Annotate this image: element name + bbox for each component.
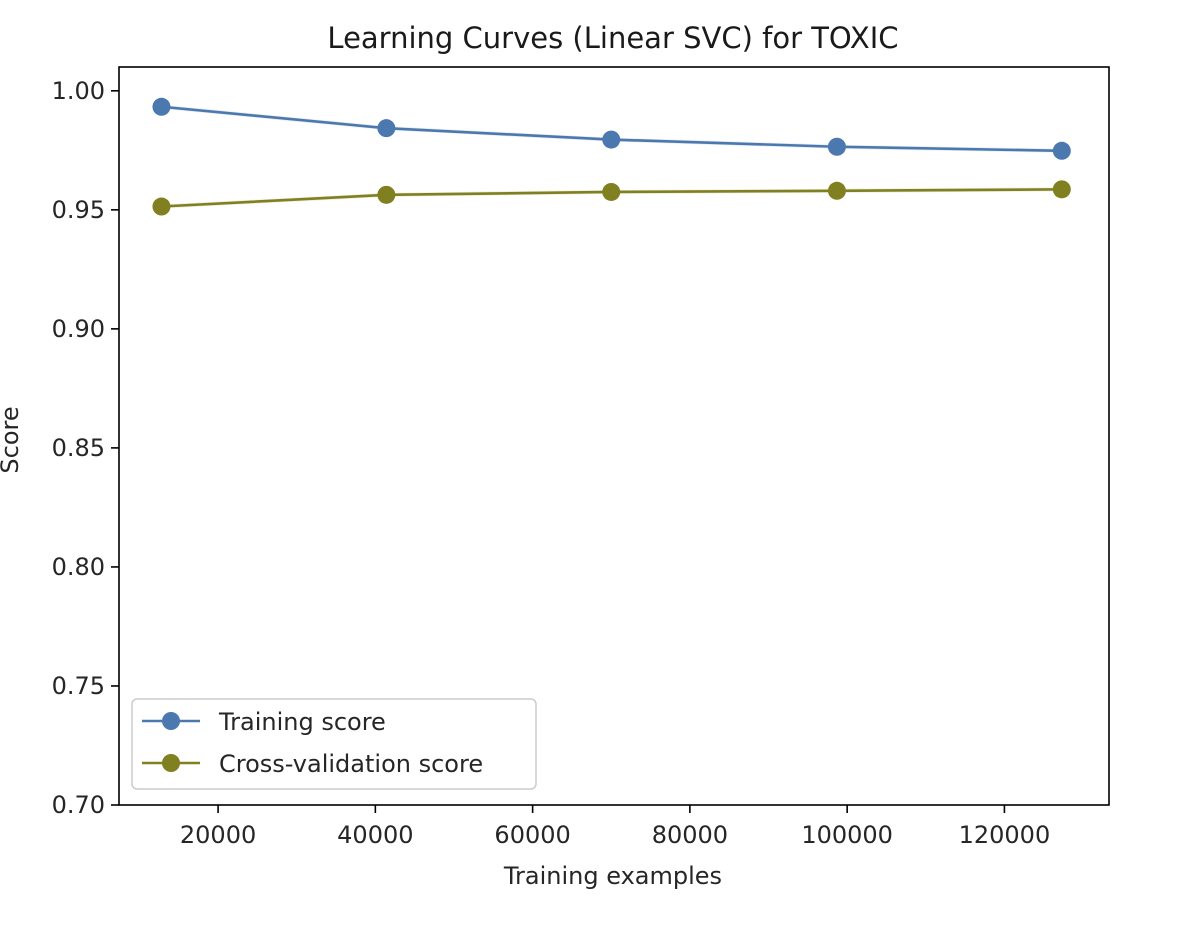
x-tick-label: 20000: [180, 821, 256, 849]
point-training: [1052, 141, 1071, 160]
point-cv: [1052, 180, 1071, 199]
x-axis-title: Training examples: [503, 862, 722, 890]
x-tick-label: 80000: [652, 821, 728, 849]
legend-box: [131, 698, 537, 790]
y-tick-label: 0.80: [52, 553, 105, 581]
y-tick-label: 0.70: [52, 791, 105, 819]
legend-marker-cv: [162, 754, 180, 772]
point-training: [827, 137, 846, 156]
x-tick-label: 100000: [801, 821, 893, 849]
y-tick-label: 0.95: [52, 196, 105, 224]
plot-area-frame: [118, 66, 1110, 806]
point-cv: [152, 197, 171, 216]
x-axis: 20000 40000 60000 80000 100000 120000: [180, 805, 1050, 849]
legend-label-training: Training score: [218, 708, 386, 736]
point-training: [152, 97, 171, 116]
x-tick-label: 120000: [959, 821, 1051, 849]
legend: Training score Cross-validation score: [131, 698, 537, 790]
y-tick-label: 1.00: [52, 77, 105, 105]
x-tick-label: 40000: [337, 821, 413, 849]
point-training: [377, 119, 396, 138]
y-axis: 0.70 0.75 0.80 0.85 0.90 0.95 1.00: [52, 77, 119, 819]
legend-marker-training: [162, 712, 180, 730]
y-axis-title: Score: [0, 406, 24, 473]
point-training: [602, 130, 621, 149]
point-cv: [377, 185, 396, 204]
x-tick-label: 60000: [494, 821, 570, 849]
point-cv: [827, 181, 846, 200]
chart-title: Learning Curves (Linear SVC) for TOXIC: [327, 21, 898, 55]
y-tick-label: 0.75: [52, 672, 105, 700]
data-layer: [152, 97, 1071, 216]
point-cv: [602, 182, 621, 201]
legend-label-cv: Cross-validation score: [219, 750, 483, 778]
y-tick-label: 0.85: [52, 434, 105, 462]
y-tick-label: 0.90: [52, 315, 105, 343]
